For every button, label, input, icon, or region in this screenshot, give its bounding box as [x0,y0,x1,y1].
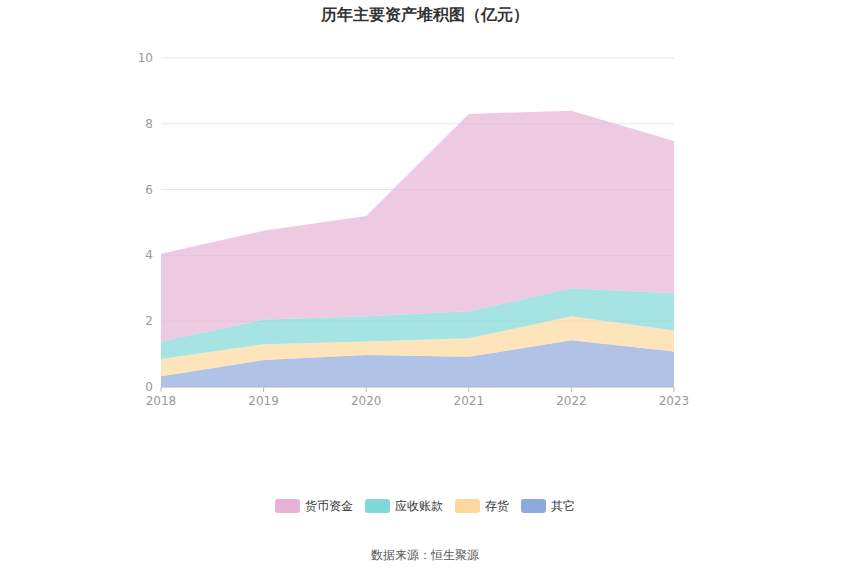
x-tick [366,387,367,392]
grid-line [161,387,674,388]
legend-label: 货币资金 [305,499,353,513]
legend-swatch [365,499,390,513]
legend-swatch [521,499,546,513]
legend-swatch [455,499,480,513]
x-tick-label: 2019 [248,394,279,408]
x-tick-label: 2023 [659,394,690,408]
legend-swatch [275,499,300,513]
x-tick [674,387,675,392]
x-tick [571,387,572,392]
x-tick [161,387,162,392]
legend-label: 存货 [485,499,509,513]
legend-label: 应收账款 [395,499,443,513]
source: 数据来源：恒生聚源 [371,548,479,562]
x-tick-label: 2020 [351,394,382,408]
x-tick [468,387,469,392]
x-tick-label: 2018 [146,394,177,408]
x-axis [161,387,674,388]
x-tick [263,387,264,392]
y-tick-label: 2 [145,314,153,328]
y-tick-label: 0 [145,380,153,394]
y-tick-label: 6 [145,183,153,197]
x-tick-label: 2022 [556,394,587,408]
y-tick-label: 8 [145,117,153,131]
title: 历年主要资产堆积图（亿元） [320,5,529,24]
chart: 历年主要资产堆积图（亿元） 0 2 4 6 8 10 2018 2019 2020 2021 2022… [0,0,850,575]
y-tick-label: 10 [138,51,153,65]
areas [161,111,674,387]
legend-label: 其它 [551,499,575,513]
area [161,111,674,342]
y-tick-label: 4 [145,248,153,262]
legend: 货币资金 应收账款 存货 其它 [275,499,575,513]
grid-line [161,58,674,59]
x-tick-label: 2021 [454,394,485,408]
